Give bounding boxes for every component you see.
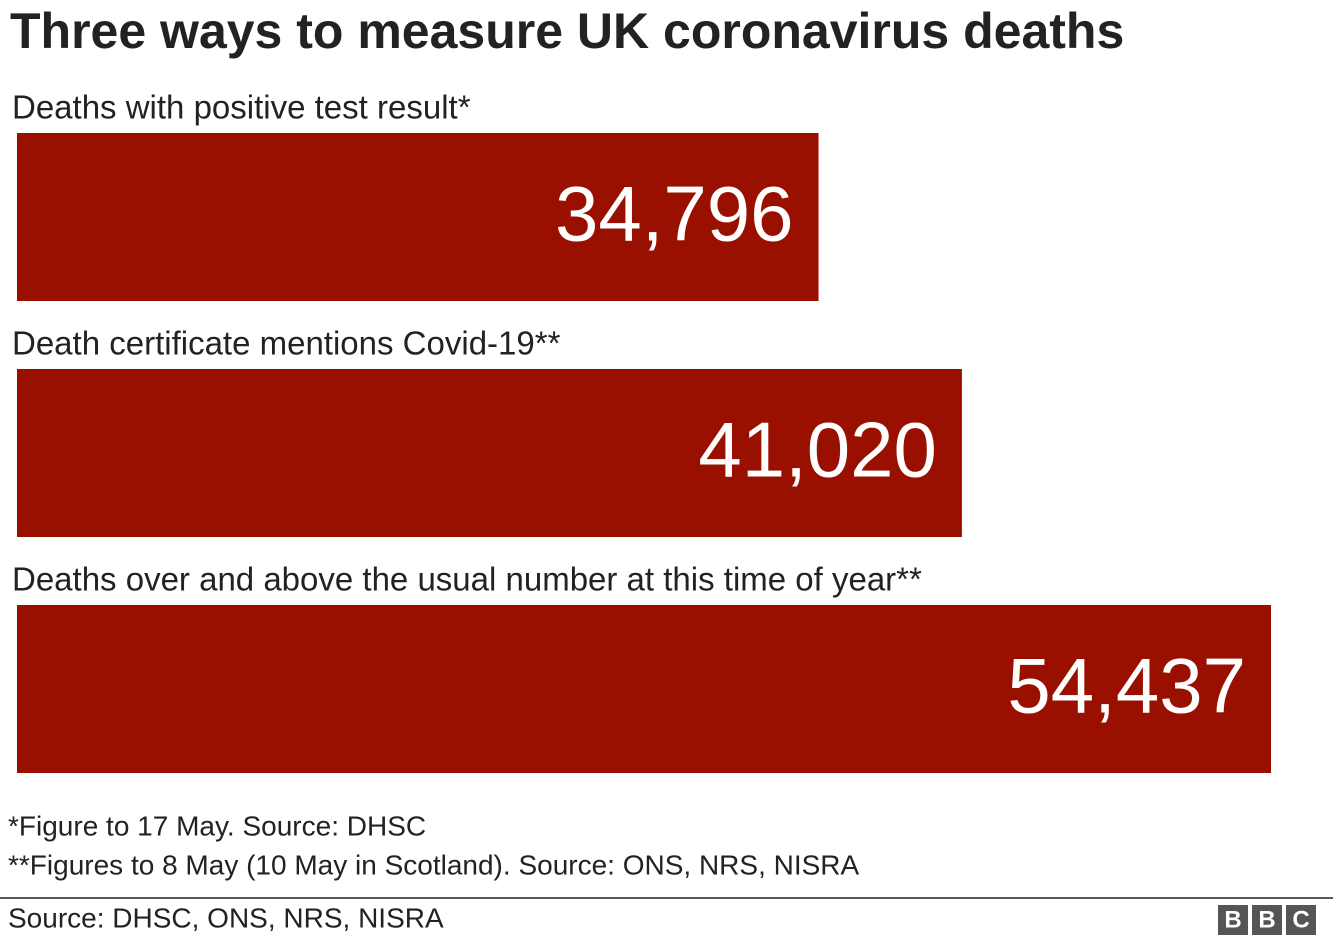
logo-box: [1286, 905, 1316, 935]
category-label: Deaths with positive test result*: [12, 89, 471, 126]
bar: [17, 133, 819, 301]
category-label: Death certificate mentions Covid-19**: [12, 325, 561, 362]
footnote: **Figures to 8 May (10 May in Scotland).…: [8, 849, 860, 880]
bar: [17, 369, 962, 537]
value-label: 41,020: [698, 406, 937, 494]
logo-letter: B: [1224, 906, 1241, 933]
chart-title: Three ways to measure UK coronavirus dea…: [10, 3, 1124, 59]
logo-letter: B: [1258, 906, 1275, 933]
footnote: *Figure to 17 May. Source: DHSC: [8, 810, 426, 841]
value-label: 54,437: [1007, 642, 1246, 730]
source: Source: DHSC, ONS, NRS, NISRA: [8, 902, 444, 933]
category-label: Deaths over and above the usual number a…: [12, 561, 922, 598]
logo-box: [1218, 905, 1248, 935]
bar: [17, 605, 1271, 773]
logo-box: [1252, 905, 1282, 935]
logo-letter: C: [1292, 906, 1309, 933]
value-label: 34,796: [555, 170, 794, 258]
